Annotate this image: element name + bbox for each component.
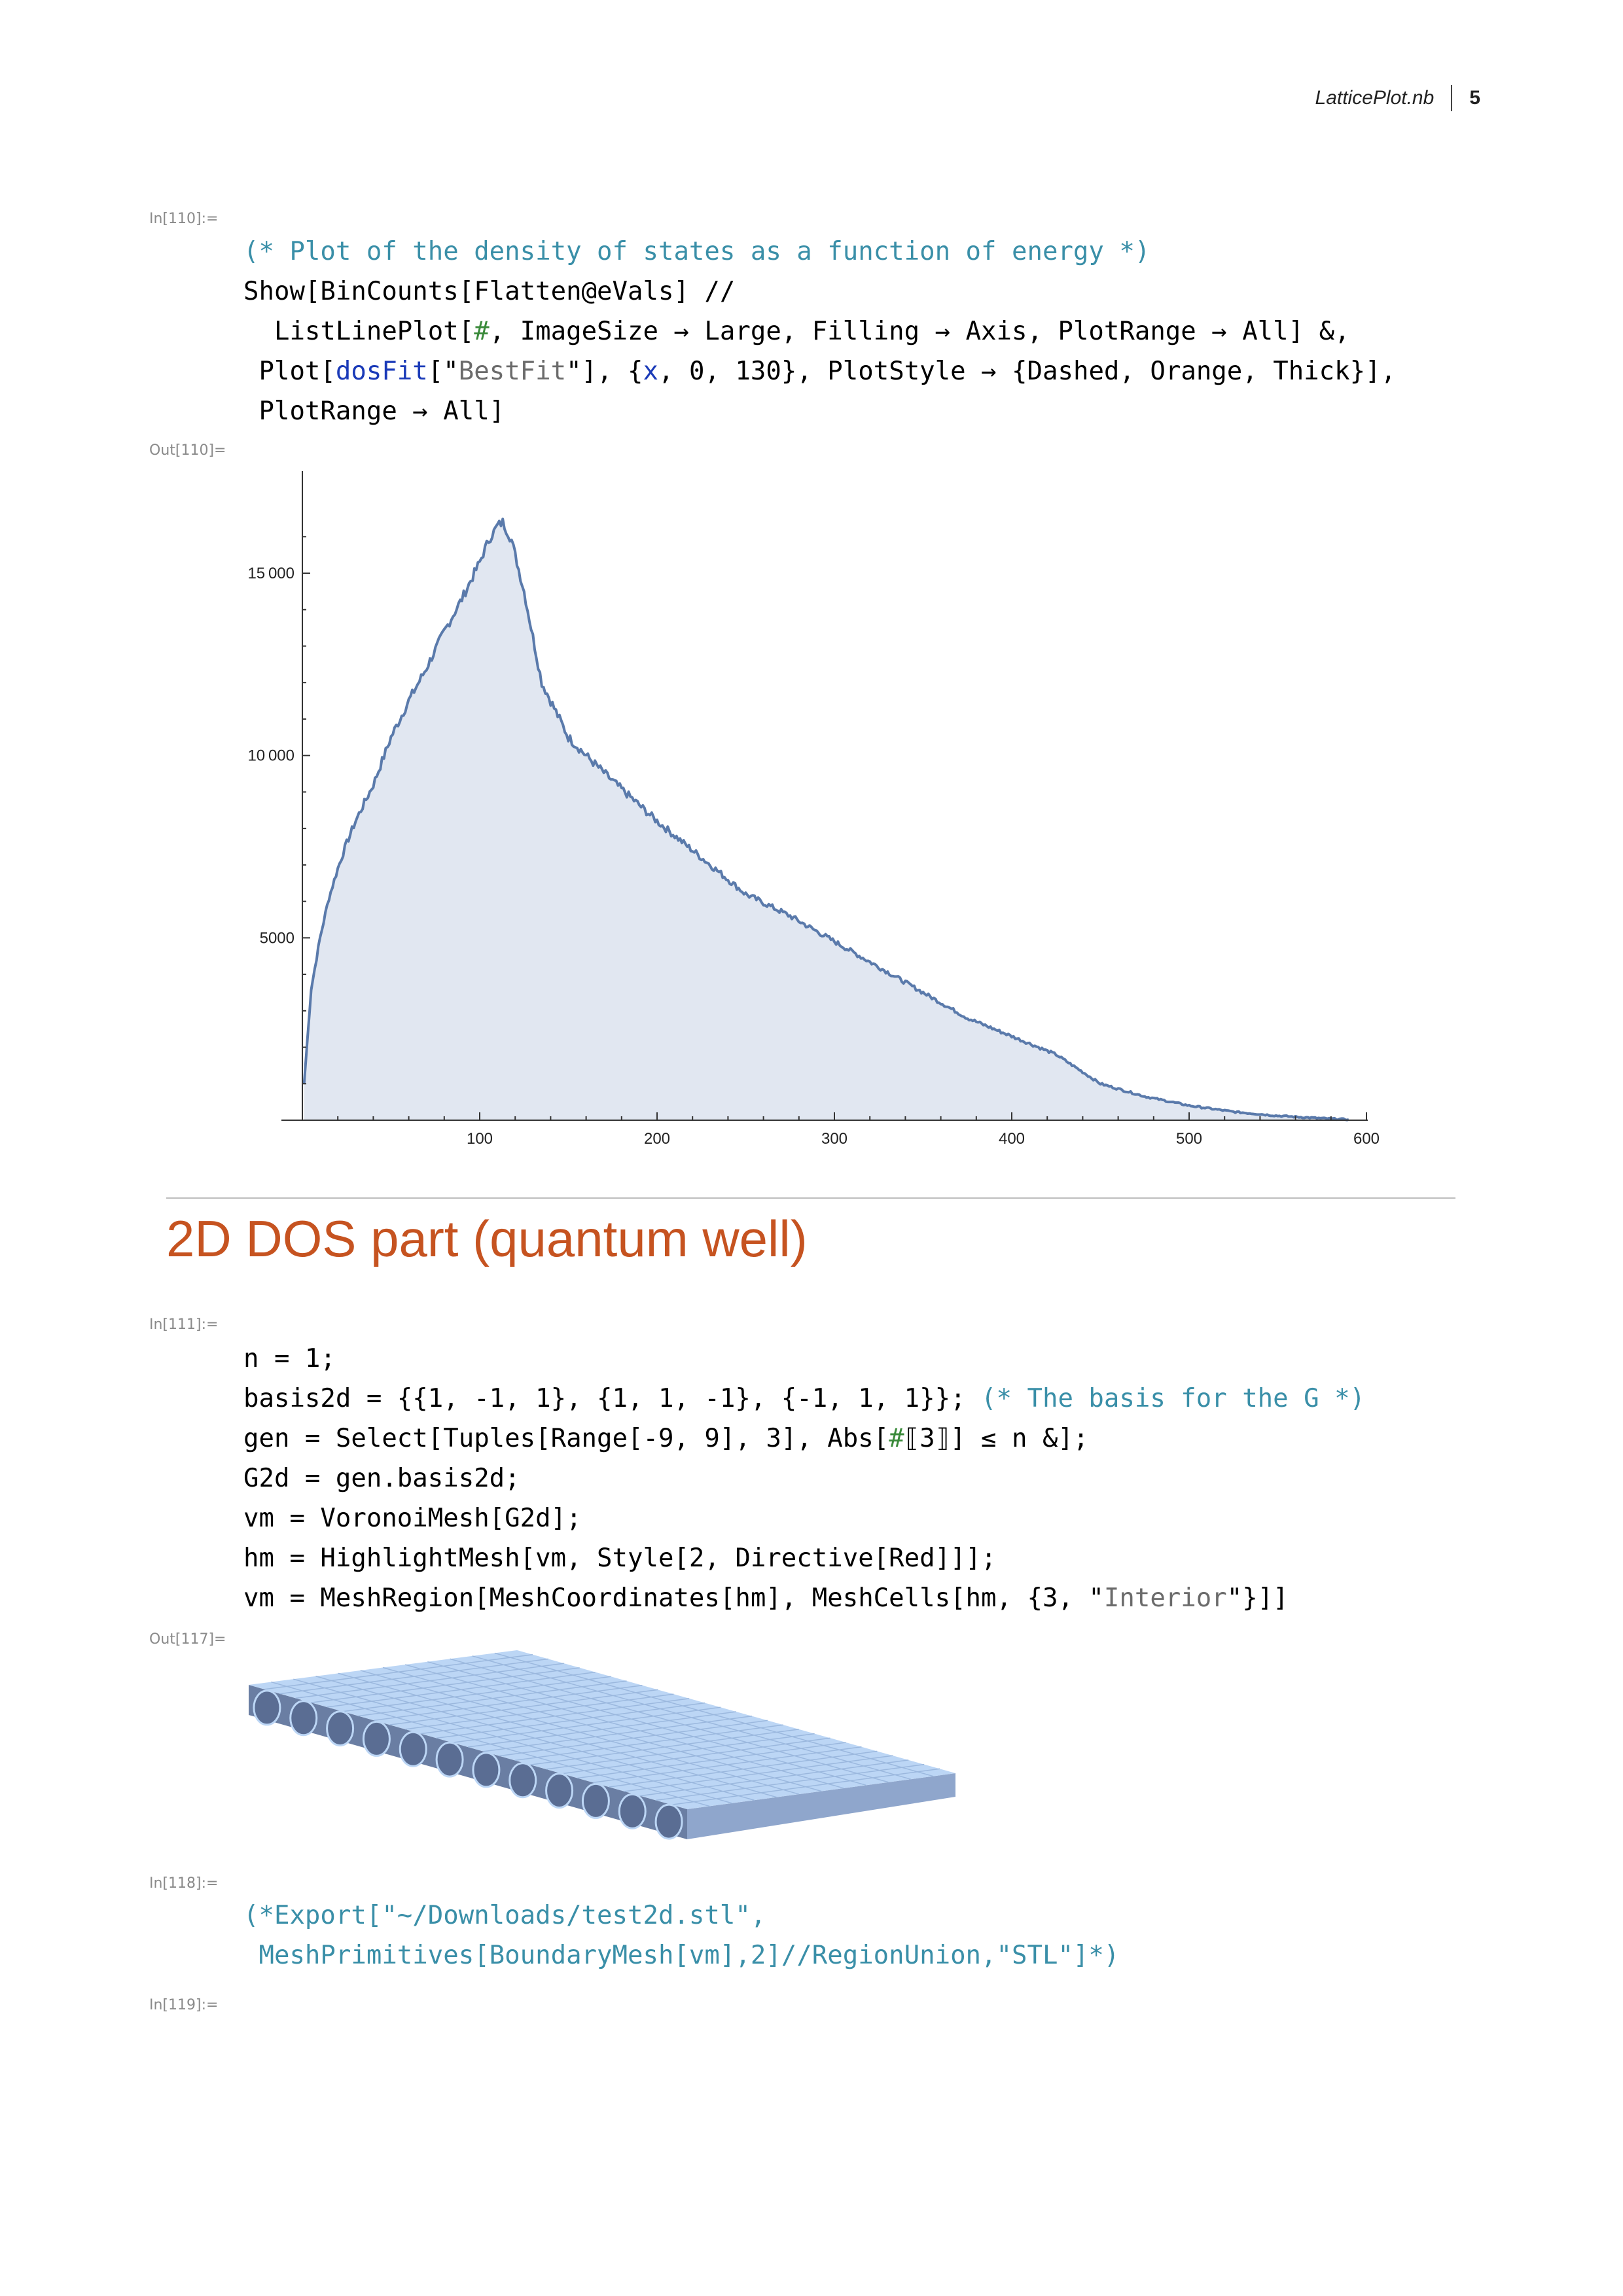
mesh-cell bbox=[545, 1773, 574, 1809]
cell-label-out117: Out[117]= bbox=[149, 1631, 226, 1648]
notebook-filename: LatticePlot.nb bbox=[1315, 87, 1435, 109]
x-tick-label: 500 bbox=[1176, 1130, 1202, 1148]
section-divider bbox=[166, 1197, 1455, 1199]
cell-label-out110: Out[110]= bbox=[149, 442, 226, 459]
cell-label-in110: In[110]:= bbox=[149, 211, 219, 227]
code-line: Show[BinCounts[Flatten@eVals] // bbox=[243, 277, 736, 306]
header-separator bbox=[1451, 85, 1453, 111]
x-tick-label: 200 bbox=[644, 1130, 670, 1148]
x-tick-label: 100 bbox=[467, 1130, 493, 1148]
mesh-cell bbox=[618, 1793, 647, 1829]
density-of-states-chart: 100 200 300 400 500 600 5000 10 000 15 000 bbox=[247, 471, 1380, 1148]
cell-label-in119: In[119]:= bbox=[149, 1997, 219, 2013]
y-tick-label: 15 000 bbox=[247, 565, 294, 582]
mesh-grid-line bbox=[427, 1661, 866, 1786]
x-tick-label: 300 bbox=[821, 1130, 847, 1148]
mesh-cell bbox=[399, 1731, 427, 1767]
y-tick-label: 5000 bbox=[260, 929, 294, 947]
mesh-grid-line bbox=[338, 1672, 777, 1798]
code-line: ListLinePlot[#, ImageSize → Large, Filli… bbox=[243, 317, 1350, 346]
page-header: LatticePlot.nb 5 bbox=[1315, 84, 1480, 113]
mesh-grid-line bbox=[494, 1652, 934, 1777]
mesh-grid-line bbox=[360, 1670, 800, 1795]
mesh-cell bbox=[508, 1762, 537, 1799]
chart-fill-area bbox=[304, 519, 1349, 1120]
mesh-cell bbox=[654, 1803, 683, 1840]
chart-series-line bbox=[302, 518, 1349, 1122]
mesh-grid-line bbox=[315, 1676, 755, 1801]
code-cell-in118[interactable]: (*Export["~/Downloads/test2d.stl", MeshP… bbox=[243, 1896, 1119, 1975]
mesh-cell bbox=[253, 1689, 281, 1726]
code-cell-in110[interactable]: (* Plot of the density of states as a fu… bbox=[243, 232, 1396, 431]
code-line: PlotRange → All] bbox=[243, 397, 505, 426]
code-line: MeshPrimitives[BoundaryMesh[vm],2]//Regi… bbox=[243, 1941, 1120, 1970]
code-line: (* Plot of the density of states as a fu… bbox=[243, 237, 1150, 266]
voronoi-mesh-graphic bbox=[249, 1650, 955, 1840]
mesh-cell bbox=[435, 1741, 464, 1778]
x-tick-label: 600 bbox=[1353, 1130, 1380, 1148]
cell-label-in111: In[111]:= bbox=[149, 1316, 219, 1333]
mesh-cell bbox=[581, 1782, 610, 1819]
code-line: n = 1; bbox=[243, 1344, 336, 1373]
mesh-grid-line bbox=[270, 1681, 710, 1807]
mesh-grid-line bbox=[404, 1664, 844, 1789]
code-line: vm = VoronoiMesh[G2d]; bbox=[243, 1504, 582, 1533]
mesh-cell bbox=[289, 1700, 318, 1737]
code-line: gen = Select[Tuples[Range[-9, 9], 3], Ab… bbox=[243, 1424, 1089, 1453]
x-tick-label: 400 bbox=[999, 1130, 1025, 1148]
mesh-grid-line bbox=[450, 1658, 889, 1783]
code-line: (*Export["~/Downloads/test2d.stl", bbox=[243, 1901, 766, 1930]
code-line: vm = MeshRegion[MeshCoordinates[hm], Mes… bbox=[243, 1583, 1289, 1613]
mesh-cell bbox=[472, 1752, 501, 1788]
code-line: hm = HighlightMesh[vm, Style[2, Directiv… bbox=[243, 1544, 997, 1573]
page-number: 5 bbox=[1469, 87, 1480, 109]
mesh-cell bbox=[362, 1720, 391, 1757]
y-tick-label: 10 000 bbox=[247, 747, 294, 765]
cell-label-in118: In[118]:= bbox=[149, 1875, 219, 1892]
section-title: 2D DOS part (quantum well) bbox=[166, 1210, 808, 1267]
mesh-grid-line bbox=[472, 1655, 911, 1780]
mesh-grid-line bbox=[382, 1667, 822, 1792]
code-cell-in111[interactable]: n = 1; basis2d = {{1, -1, 1}, {1, 1, -1}… bbox=[243, 1339, 1365, 1618]
mesh-grid-line bbox=[293, 1678, 732, 1804]
code-line: basis2d = {{1, -1, 1}, {1, 1, -1}, {-1, … bbox=[243, 1384, 1366, 1413]
code-line: Plot[dosFit["BestFit"], {x, 0, 130}, Plo… bbox=[243, 357, 1397, 386]
mesh-cell bbox=[326, 1710, 355, 1747]
code-line: G2d = gen.basis2d; bbox=[243, 1464, 520, 1493]
